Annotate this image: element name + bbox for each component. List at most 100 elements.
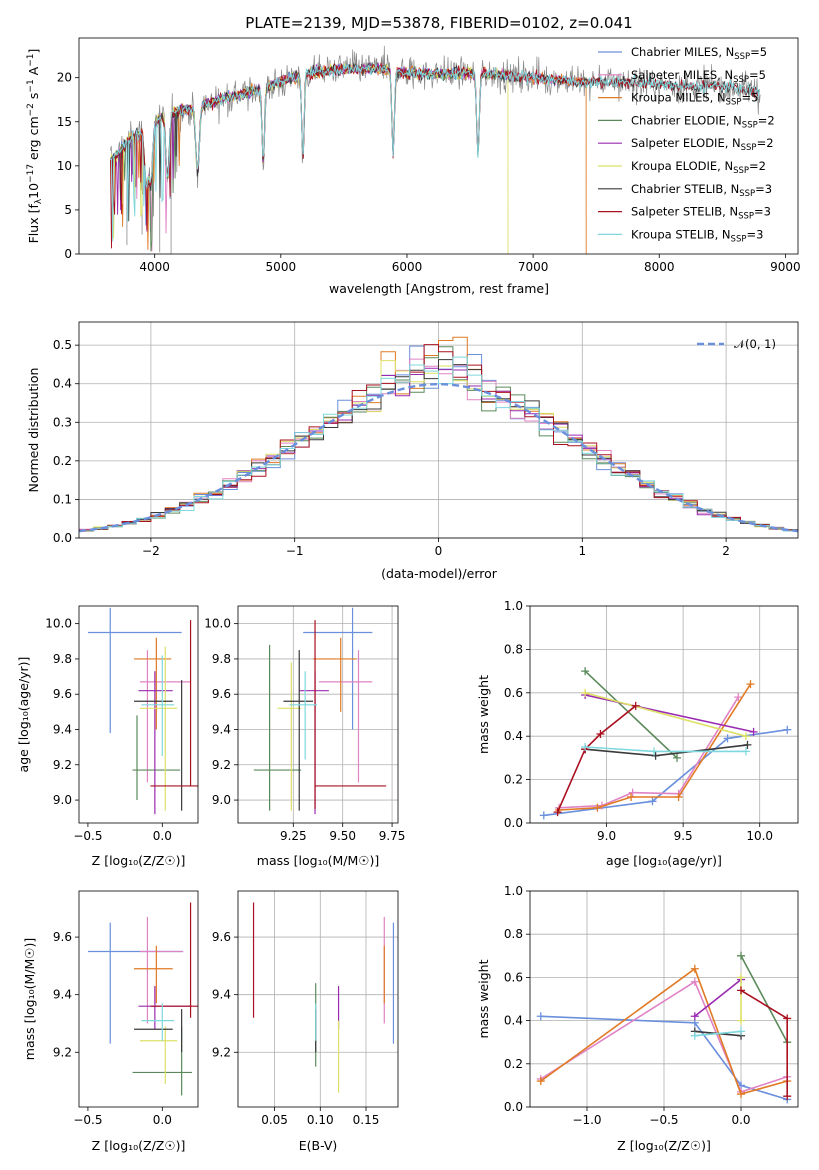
- y-tick-label: 9.2: [53, 1045, 72, 1059]
- x-tick-label: 0.0: [153, 1113, 172, 1127]
- y-tick-label: 9.8: [53, 652, 72, 666]
- errorbar-chabrier-miles: [303, 607, 373, 730]
- data-point-marker: [746, 680, 755, 689]
- figure-title: PLATE=2139, MJD=53878, FIBERID=0102, z=0…: [245, 14, 632, 32]
- errorbar-kroupa-miles: [313, 637, 357, 712]
- legend-label-tail: =2: [758, 113, 775, 127]
- data-point-marker: [741, 732, 750, 741]
- series-line: [543, 728, 788, 817]
- legend-label-base: Kroupa STELIB, N: [631, 227, 731, 241]
- errorbar-salpeter-elodie: [138, 986, 193, 1030]
- x-tick-label: 0.0: [153, 829, 172, 843]
- legend-label-base: Salpeter MILES, N: [631, 68, 733, 82]
- errorbar-chabrier-stelib: [134, 680, 183, 811]
- plot-area: [253, 607, 387, 815]
- y-tick-label: 0.0: [504, 816, 523, 830]
- data-point-marker: [737, 951, 746, 960]
- series-salpeter-stelib: [737, 986, 792, 1101]
- x-tick-label: 9.75: [379, 829, 406, 843]
- series-kroupa-stelib: [690, 1027, 746, 1040]
- y-tick-label: 10.0: [45, 617, 72, 631]
- series-line: [694, 1030, 742, 1037]
- data-point-marker: [596, 730, 605, 739]
- data-point-marker: [631, 701, 640, 710]
- errorbar-chabrier-miles: [87, 607, 182, 734]
- legend-label-sub: SSP: [734, 52, 750, 62]
- series-line: [540, 967, 788, 1095]
- plot-area: [87, 607, 198, 815]
- legend-label: Chabrier STELIB, NSSP=3: [631, 182, 772, 199]
- y-tick-label: 0.2: [504, 1057, 523, 1071]
- model-spectrum-chabrier-miles: [110, 62, 584, 226]
- y-tick-label: 10.0: [204, 617, 231, 631]
- plot-area: [536, 951, 792, 1104]
- x-tick-label: 10.0: [746, 829, 773, 843]
- y-tick-label: 0.0: [53, 531, 72, 545]
- legend-label-base: Chabrier STELIB, N: [631, 182, 739, 196]
- age-vs-metallicity-panel: −0.5 0.0 9.0 9.2 9.4 9.6 9.8 10.0 Z [log₁₀(Z/Z☉)…: [16, 605, 199, 868]
- legend-label-tail: =5: [750, 45, 767, 59]
- plot-area: [87, 902, 198, 1096]
- errorbar-kroupa-stelib: [289, 671, 318, 760]
- model-spectrum-kroupa-miles: [110, 64, 587, 254]
- series-line: [540, 1015, 788, 1101]
- errorbar-salpeter-elodie: [138, 671, 173, 815]
- legend-label-tail: =2: [749, 159, 766, 173]
- data-point-marker: [743, 740, 752, 749]
- grid: [238, 606, 398, 823]
- errorbar-chabrier-elodie: [253, 644, 302, 811]
- series-chabrier-elodie: [737, 951, 792, 1047]
- data-point-marker: [749, 727, 758, 736]
- plot-area: [110, 45, 761, 254]
- data-point-marker: [737, 986, 746, 995]
- x-axis-label: (data-model)/error: [381, 566, 498, 581]
- y-tick-label: 9.0: [53, 793, 72, 807]
- y-tick-label: 9.4: [53, 988, 72, 1002]
- grid: [530, 890, 798, 1108]
- y-tick-label: 10: [57, 159, 72, 173]
- x-axis-label: age [log₁₀(age/yr)]: [606, 853, 722, 868]
- errorbar-kroupa-stelib: [141, 1003, 175, 1041]
- y-tick-label: 0.4: [504, 729, 523, 743]
- legend-label-sub: SSP: [733, 75, 749, 85]
- y-tick-label: 9.6: [212, 930, 231, 944]
- y-axis-label: mass weight: [476, 675, 491, 754]
- errorbar-chabrier-miles: [87, 922, 184, 1044]
- axes-frame: [78, 890, 199, 1108]
- errorbar-salpeter-miles: [318, 650, 373, 783]
- x-tick-label: 6000: [392, 260, 423, 274]
- legend-label-tail: =5: [749, 68, 766, 82]
- x-tick-label: −0.5: [73, 829, 102, 843]
- y-tick-label: 15: [57, 115, 72, 129]
- y-axis-label: mass [log₁₀(M/M☉)]: [22, 938, 37, 1060]
- errorbar-kroupa-stelib: [141, 655, 175, 756]
- series-salpeter-stelib: [553, 701, 640, 817]
- legend-label-sub: SSP: [726, 98, 742, 108]
- errorbar-salpeter-stelib: [150, 902, 198, 1018]
- axes-frame: [529, 605, 799, 824]
- legend-label-tail: =3: [746, 227, 763, 241]
- model-spectrum-chabrier-elodie: [110, 61, 508, 252]
- legend-label-sub: SSP: [741, 143, 757, 153]
- y-tick-label: 0.0: [504, 1100, 523, 1114]
- data-point-marker: [737, 1090, 746, 1099]
- data-point-marker: [553, 808, 562, 817]
- y-tick-label: 9.6: [53, 687, 72, 701]
- axes-frame: [78, 37, 799, 255]
- axes-frame: [78, 321, 799, 539]
- x-tick-label: −0.5: [73, 1113, 102, 1127]
- legend-label-base: Chabrier MILES, N: [631, 45, 734, 59]
- errorbar-salpeter-miles: [139, 916, 184, 1024]
- series-line: [584, 692, 747, 737]
- residual-histogram-panel: −2 −1 0 1 2 0.0 0.1 0.2 0.3 0.4 0.5 𝒩(0, 1) (data-mo…: [26, 321, 799, 581]
- errorbar-kroupa-miles: [134, 945, 173, 1004]
- x-tick-label: 5000: [266, 260, 297, 274]
- data-point-marker: [737, 973, 746, 982]
- y-tick-label: 9.2: [212, 1045, 231, 1059]
- data-point-marker: [536, 1012, 545, 1021]
- data-point-marker: [674, 792, 683, 801]
- x-axis-label: wavelength [Angstrom, rest frame]: [329, 281, 549, 296]
- legend-label-base: Salpeter ELODIE, N: [631, 136, 741, 150]
- series-line: [694, 978, 742, 1017]
- x-axis-label: mass [log₁₀(M/M☉)]: [257, 853, 379, 868]
